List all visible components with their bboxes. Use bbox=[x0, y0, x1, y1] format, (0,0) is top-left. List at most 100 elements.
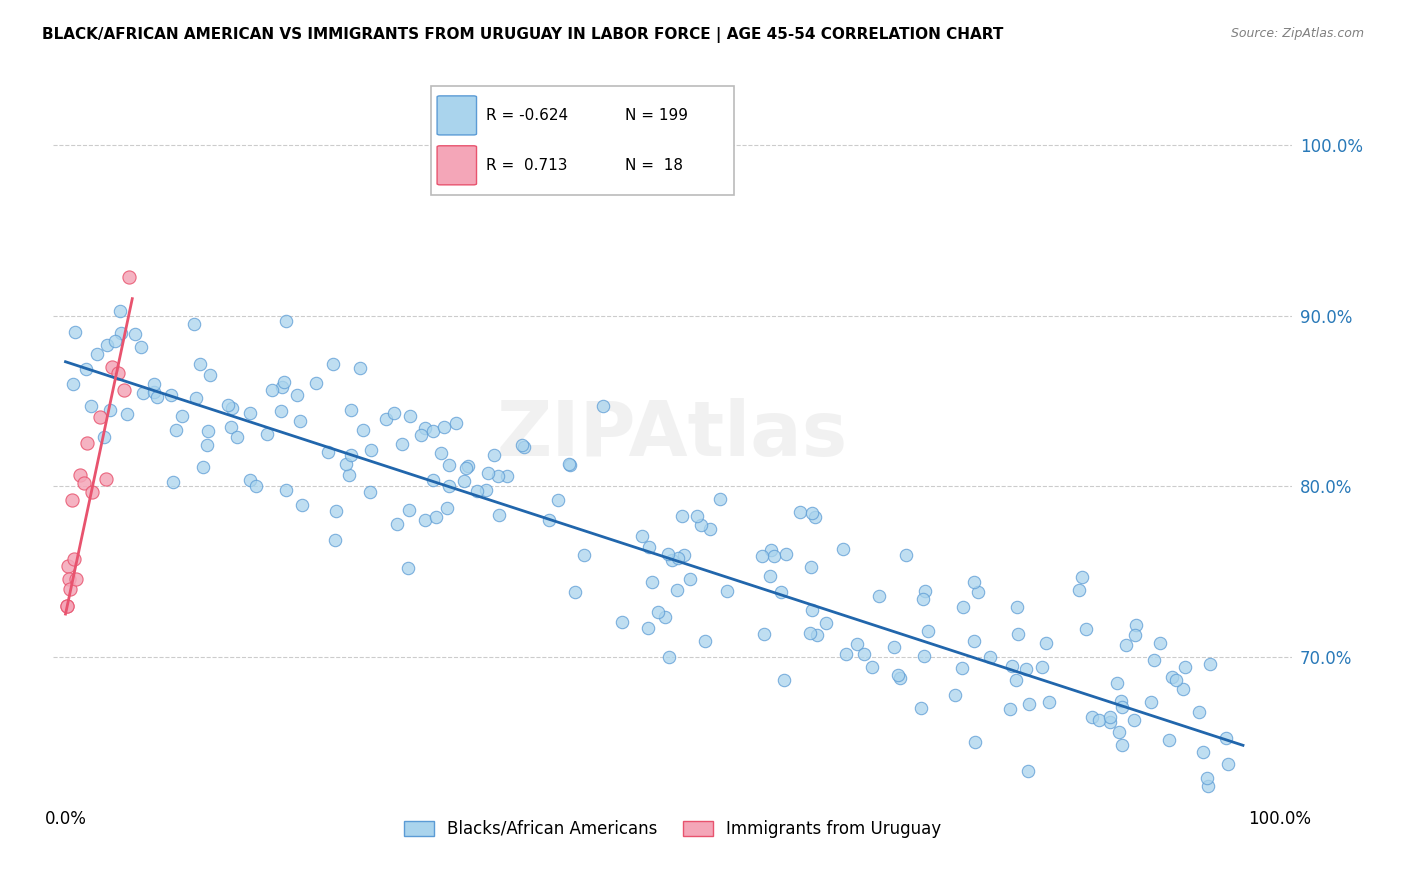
Point bbox=[657, 547, 679, 561]
Point bbox=[752, 627, 775, 641]
Point bbox=[385, 517, 408, 532]
Point bbox=[239, 473, 262, 487]
Point bbox=[1105, 676, 1128, 690]
Point bbox=[360, 442, 382, 457]
Point bbox=[963, 574, 986, 589]
Point bbox=[65, 572, 87, 586]
Point bbox=[679, 572, 702, 586]
Point bbox=[273, 375, 295, 389]
Point bbox=[396, 561, 419, 575]
Point bbox=[693, 633, 716, 648]
Point bbox=[430, 445, 453, 459]
Point bbox=[1111, 738, 1133, 752]
Point bbox=[1001, 659, 1024, 673]
Point bbox=[1005, 673, 1028, 687]
Point bbox=[359, 485, 381, 500]
Point bbox=[433, 420, 456, 434]
Point bbox=[699, 522, 721, 536]
Point bbox=[979, 650, 1001, 665]
Point bbox=[454, 461, 477, 475]
Point bbox=[1171, 681, 1194, 696]
Point bbox=[800, 560, 823, 574]
Point bbox=[1125, 618, 1147, 632]
Point bbox=[110, 326, 132, 341]
Point bbox=[510, 438, 533, 452]
Point bbox=[658, 650, 681, 665]
Point bbox=[100, 359, 122, 374]
Point bbox=[340, 403, 363, 417]
Point bbox=[1164, 673, 1187, 687]
Point bbox=[69, 468, 91, 483]
Point bbox=[638, 540, 661, 554]
Point bbox=[574, 548, 596, 562]
Point bbox=[290, 414, 312, 428]
Point bbox=[661, 553, 683, 567]
Point bbox=[398, 503, 420, 517]
Point bbox=[104, 334, 127, 348]
Point bbox=[1197, 771, 1219, 785]
Text: BLACK/AFRICAN AMERICAN VS IMMIGRANTS FROM URUGUAY IN LABOR FORCE | AGE 45-54 COR: BLACK/AFRICAN AMERICAN VS IMMIGRANTS FRO… bbox=[42, 27, 1004, 43]
Point bbox=[165, 423, 187, 437]
Point bbox=[226, 430, 249, 444]
Point bbox=[488, 508, 510, 523]
Point bbox=[55, 599, 77, 613]
Point bbox=[285, 388, 308, 402]
Point bbox=[197, 424, 219, 438]
Point bbox=[751, 549, 773, 563]
Point bbox=[200, 368, 222, 382]
Point bbox=[439, 458, 461, 472]
Point bbox=[835, 647, 858, 661]
Point bbox=[759, 543, 782, 558]
Point bbox=[1031, 660, 1053, 674]
Point bbox=[894, 548, 917, 562]
Point bbox=[197, 437, 219, 451]
Point bbox=[218, 398, 240, 412]
Point bbox=[142, 377, 165, 392]
Point bbox=[384, 406, 406, 420]
Point bbox=[1074, 623, 1097, 637]
Point bbox=[107, 367, 129, 381]
Point bbox=[486, 469, 509, 483]
Point bbox=[1108, 725, 1130, 739]
Point bbox=[413, 513, 436, 527]
Point bbox=[352, 424, 374, 438]
Point bbox=[56, 558, 79, 573]
Point bbox=[1035, 636, 1057, 650]
Point bbox=[245, 479, 267, 493]
Point bbox=[325, 504, 347, 518]
Point bbox=[1007, 626, 1029, 640]
Point bbox=[425, 510, 447, 524]
Point bbox=[340, 448, 363, 462]
Point bbox=[1123, 627, 1146, 641]
Point bbox=[686, 508, 709, 523]
Point bbox=[668, 551, 690, 566]
Point bbox=[770, 585, 793, 599]
Point bbox=[58, 572, 80, 586]
Point bbox=[270, 404, 292, 418]
Point bbox=[846, 637, 869, 651]
Point bbox=[887, 667, 910, 681]
Point bbox=[439, 479, 461, 493]
Point bbox=[772, 673, 794, 687]
Point bbox=[98, 403, 121, 417]
Point bbox=[804, 510, 827, 524]
Point bbox=[1143, 653, 1166, 667]
Point bbox=[1081, 710, 1104, 724]
Point bbox=[467, 484, 489, 499]
Point bbox=[1017, 764, 1039, 779]
Point bbox=[305, 376, 328, 390]
Point bbox=[276, 314, 298, 328]
Point bbox=[1015, 663, 1038, 677]
Point bbox=[276, 483, 298, 498]
Point bbox=[59, 582, 82, 596]
Point bbox=[612, 615, 634, 629]
Point bbox=[260, 384, 283, 398]
Point bbox=[335, 457, 357, 471]
Point bbox=[80, 399, 103, 413]
Point bbox=[945, 688, 967, 702]
Point bbox=[967, 585, 990, 599]
Text: Source: ZipAtlas.com: Source: ZipAtlas.com bbox=[1230, 27, 1364, 40]
Point bbox=[883, 640, 905, 655]
Point bbox=[799, 625, 821, 640]
Point bbox=[457, 458, 479, 473]
